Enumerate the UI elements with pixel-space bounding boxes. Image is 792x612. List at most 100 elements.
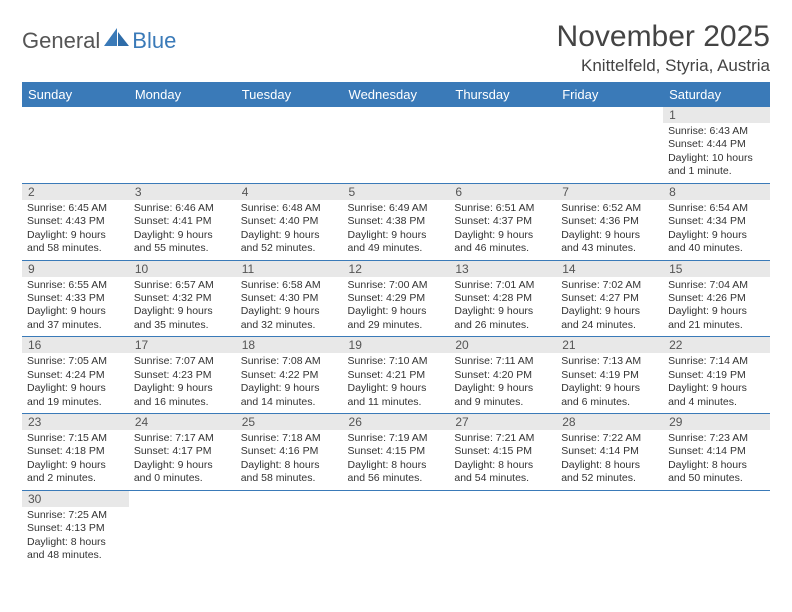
sunrise-text: Sunrise: 6:55 AM bbox=[27, 279, 124, 292]
calendar-day-cell: 8Sunrise: 6:54 AMSunset: 4:34 PMDaylight… bbox=[663, 183, 770, 260]
weekday-header: Wednesday bbox=[343, 82, 450, 107]
calendar-day-cell: 22Sunrise: 7:14 AMSunset: 4:19 PMDayligh… bbox=[663, 337, 770, 414]
day-number: 19 bbox=[343, 337, 450, 353]
day-content: Sunrise: 7:19 AMSunset: 4:15 PMDaylight:… bbox=[343, 430, 450, 490]
sunset-text: Sunset: 4:13 PM bbox=[27, 522, 124, 535]
daylight-text: Daylight: 8 hours and 50 minutes. bbox=[668, 459, 765, 486]
day-content: Sunrise: 7:01 AMSunset: 4:28 PMDaylight:… bbox=[449, 277, 556, 337]
day-content: Sunrise: 7:04 AMSunset: 4:26 PMDaylight:… bbox=[663, 277, 770, 337]
day-number: 30 bbox=[22, 491, 129, 507]
sunset-text: Sunset: 4:33 PM bbox=[27, 292, 124, 305]
day-content: Sunrise: 6:45 AMSunset: 4:43 PMDaylight:… bbox=[22, 200, 129, 260]
day-content: Sunrise: 7:13 AMSunset: 4:19 PMDaylight:… bbox=[556, 353, 663, 413]
sunrise-text: Sunrise: 6:54 AM bbox=[668, 202, 765, 215]
calendar-day-cell bbox=[449, 107, 556, 183]
calendar-day-cell: 7Sunrise: 6:52 AMSunset: 4:36 PMDaylight… bbox=[556, 183, 663, 260]
day-number: 28 bbox=[556, 414, 663, 430]
title-block: November 2025 Knittelfeld, Styria, Austr… bbox=[557, 20, 770, 76]
day-number: 10 bbox=[129, 261, 236, 277]
day-number: 20 bbox=[449, 337, 556, 353]
sunrise-text: Sunrise: 7:10 AM bbox=[348, 355, 445, 368]
calendar-week-row: 9Sunrise: 6:55 AMSunset: 4:33 PMDaylight… bbox=[22, 260, 770, 337]
sunset-text: Sunset: 4:34 PM bbox=[668, 215, 765, 228]
sunset-text: Sunset: 4:22 PM bbox=[241, 369, 338, 382]
day-number: 4 bbox=[236, 184, 343, 200]
calendar-day-cell: 16Sunrise: 7:05 AMSunset: 4:24 PMDayligh… bbox=[22, 337, 129, 414]
sunrise-text: Sunrise: 6:51 AM bbox=[454, 202, 551, 215]
weekday-header: Tuesday bbox=[236, 82, 343, 107]
sunrise-text: Sunrise: 6:52 AM bbox=[561, 202, 658, 215]
sunset-text: Sunset: 4:28 PM bbox=[454, 292, 551, 305]
sunrise-text: Sunrise: 7:22 AM bbox=[561, 432, 658, 445]
calendar-day-cell: 6Sunrise: 6:51 AMSunset: 4:37 PMDaylight… bbox=[449, 183, 556, 260]
calendar-day-cell: 1Sunrise: 6:43 AMSunset: 4:44 PMDaylight… bbox=[663, 107, 770, 183]
sunset-text: Sunset: 4:43 PM bbox=[27, 215, 124, 228]
sunset-text: Sunset: 4:21 PM bbox=[348, 369, 445, 382]
calendar-week-row: 23Sunrise: 7:15 AMSunset: 4:18 PMDayligh… bbox=[22, 414, 770, 491]
daylight-text: Daylight: 9 hours and 24 minutes. bbox=[561, 305, 658, 332]
sunrise-text: Sunrise: 7:19 AM bbox=[348, 432, 445, 445]
sunset-text: Sunset: 4:30 PM bbox=[241, 292, 338, 305]
logo-text-general: General bbox=[22, 28, 100, 54]
daylight-text: Daylight: 9 hours and 46 minutes. bbox=[454, 229, 551, 256]
daylight-text: Daylight: 9 hours and 32 minutes. bbox=[241, 305, 338, 332]
day-content: Sunrise: 6:51 AMSunset: 4:37 PMDaylight:… bbox=[449, 200, 556, 260]
sunset-text: Sunset: 4:15 PM bbox=[454, 445, 551, 458]
calendar-week-row: 16Sunrise: 7:05 AMSunset: 4:24 PMDayligh… bbox=[22, 337, 770, 414]
day-content: Sunrise: 7:11 AMSunset: 4:20 PMDaylight:… bbox=[449, 353, 556, 413]
calendar-day-cell bbox=[663, 490, 770, 566]
day-number: 21 bbox=[556, 337, 663, 353]
logo: General Blue bbox=[22, 28, 176, 54]
daylight-text: Daylight: 9 hours and 58 minutes. bbox=[27, 229, 124, 256]
sunset-text: Sunset: 4:29 PM bbox=[348, 292, 445, 305]
daylight-text: Daylight: 8 hours and 54 minutes. bbox=[454, 459, 551, 486]
sunset-text: Sunset: 4:24 PM bbox=[27, 369, 124, 382]
calendar-week-row: 1Sunrise: 6:43 AMSunset: 4:44 PMDaylight… bbox=[22, 107, 770, 183]
day-content: Sunrise: 7:07 AMSunset: 4:23 PMDaylight:… bbox=[129, 353, 236, 413]
sunset-text: Sunset: 4:17 PM bbox=[134, 445, 231, 458]
calendar-day-cell bbox=[22, 107, 129, 183]
sunset-text: Sunset: 4:20 PM bbox=[454, 369, 551, 382]
daylight-text: Daylight: 9 hours and 35 minutes. bbox=[134, 305, 231, 332]
daylight-text: Daylight: 9 hours and 0 minutes. bbox=[134, 459, 231, 486]
day-content: Sunrise: 6:57 AMSunset: 4:32 PMDaylight:… bbox=[129, 277, 236, 337]
sunset-text: Sunset: 4:44 PM bbox=[668, 138, 765, 151]
day-content: Sunrise: 7:02 AMSunset: 4:27 PMDaylight:… bbox=[556, 277, 663, 337]
daylight-text: Daylight: 9 hours and 49 minutes. bbox=[348, 229, 445, 256]
day-content: Sunrise: 6:48 AMSunset: 4:40 PMDaylight:… bbox=[236, 200, 343, 260]
day-content: Sunrise: 7:08 AMSunset: 4:22 PMDaylight:… bbox=[236, 353, 343, 413]
calendar-day-cell bbox=[556, 107, 663, 183]
sunrise-text: Sunrise: 7:23 AM bbox=[668, 432, 765, 445]
sunset-text: Sunset: 4:36 PM bbox=[561, 215, 658, 228]
calendar-day-cell: 17Sunrise: 7:07 AMSunset: 4:23 PMDayligh… bbox=[129, 337, 236, 414]
weekday-header: Saturday bbox=[663, 82, 770, 107]
day-content: Sunrise: 7:00 AMSunset: 4:29 PMDaylight:… bbox=[343, 277, 450, 337]
calendar-day-cell: 24Sunrise: 7:17 AMSunset: 4:17 PMDayligh… bbox=[129, 414, 236, 491]
day-number: 22 bbox=[663, 337, 770, 353]
calendar-day-cell: 26Sunrise: 7:19 AMSunset: 4:15 PMDayligh… bbox=[343, 414, 450, 491]
calendar-day-cell: 30Sunrise: 7:25 AMSunset: 4:13 PMDayligh… bbox=[22, 490, 129, 566]
day-number: 29 bbox=[663, 414, 770, 430]
calendar-day-cell: 5Sunrise: 6:49 AMSunset: 4:38 PMDaylight… bbox=[343, 183, 450, 260]
calendar-day-cell: 20Sunrise: 7:11 AMSunset: 4:20 PMDayligh… bbox=[449, 337, 556, 414]
day-content: Sunrise: 6:49 AMSunset: 4:38 PMDaylight:… bbox=[343, 200, 450, 260]
sunrise-text: Sunrise: 7:25 AM bbox=[27, 509, 124, 522]
daylight-text: Daylight: 9 hours and 55 minutes. bbox=[134, 229, 231, 256]
daylight-text: Daylight: 9 hours and 40 minutes. bbox=[668, 229, 765, 256]
daylight-text: Daylight: 9 hours and 21 minutes. bbox=[668, 305, 765, 332]
calendar-day-cell: 9Sunrise: 6:55 AMSunset: 4:33 PMDaylight… bbox=[22, 260, 129, 337]
calendar-day-cell: 10Sunrise: 6:57 AMSunset: 4:32 PMDayligh… bbox=[129, 260, 236, 337]
calendar-day-cell: 25Sunrise: 7:18 AMSunset: 4:16 PMDayligh… bbox=[236, 414, 343, 491]
daylight-text: Daylight: 9 hours and 4 minutes. bbox=[668, 382, 765, 409]
sunrise-text: Sunrise: 6:45 AM bbox=[27, 202, 124, 215]
calendar-day-cell: 2Sunrise: 6:45 AMSunset: 4:43 PMDaylight… bbox=[22, 183, 129, 260]
day-number: 11 bbox=[236, 261, 343, 277]
daylight-text: Daylight: 9 hours and 43 minutes. bbox=[561, 229, 658, 256]
sunrise-text: Sunrise: 7:18 AM bbox=[241, 432, 338, 445]
sunrise-text: Sunrise: 7:17 AM bbox=[134, 432, 231, 445]
weekday-header: Sunday bbox=[22, 82, 129, 107]
daylight-text: Daylight: 9 hours and 19 minutes. bbox=[27, 382, 124, 409]
sunrise-text: Sunrise: 7:02 AM bbox=[561, 279, 658, 292]
sunrise-text: Sunrise: 6:58 AM bbox=[241, 279, 338, 292]
daylight-text: Daylight: 8 hours and 58 minutes. bbox=[241, 459, 338, 486]
